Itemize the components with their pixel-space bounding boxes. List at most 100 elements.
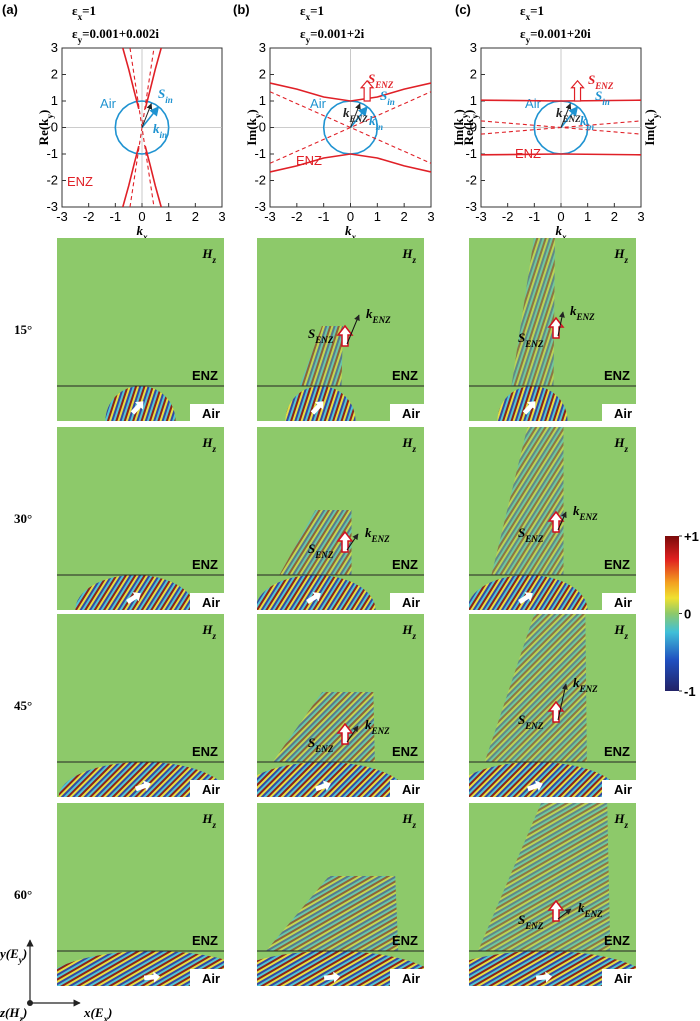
plot-annotation: kin [580, 113, 594, 132]
field-label-part: H [613, 246, 625, 261]
s-label-part: ENZ [524, 921, 544, 931]
eps-x: εx=1 [520, 3, 544, 22]
s-label-part: ENZ [314, 550, 334, 560]
y-tick-label: 3 [259, 40, 266, 55]
field-label: Hz [201, 622, 216, 641]
y-tick-label: 1 [259, 93, 266, 108]
y-axis-label-part: ) [451, 109, 466, 113]
incident-arrow [306, 592, 321, 605]
s-label-part: S [518, 525, 525, 540]
s-arrow [547, 899, 565, 922]
colorbar-label: +1 [684, 529, 699, 544]
plot-annotation-part: S [380, 88, 387, 103]
axis-y-label-part: y(E [0, 946, 19, 961]
y-tick-label: 2 [470, 67, 477, 82]
plot-annotation-part: in [387, 97, 395, 107]
s-label-part: S [518, 712, 525, 727]
s-label: SENZ [308, 735, 334, 754]
field-label-part: z [411, 255, 416, 265]
lower-medium: Air [202, 782, 220, 797]
series-label: ENZ [296, 153, 322, 168]
air-box [390, 780, 424, 797]
plot-annotation-part: k [369, 113, 376, 128]
field-label: Hz [201, 435, 216, 454]
x-axis-label-part: x [350, 232, 356, 242]
beam [272, 692, 375, 762]
k-arrow [350, 103, 361, 128]
field-label-part: H [401, 811, 413, 826]
y-axis-label-part: Re(k [461, 118, 476, 145]
incident-arrow [310, 401, 324, 415]
y-tick-label: -3 [254, 199, 266, 214]
k-arrow [557, 311, 565, 337]
plot-annotation: kENZ [343, 105, 368, 124]
y-axis-label-part: y [470, 114, 480, 119]
y-axis-label-part: Im(k [244, 117, 259, 145]
incident-arrow [130, 401, 144, 415]
x-tick-label: 1 [374, 209, 381, 224]
eps-y-part: ε [72, 26, 78, 41]
y-tick-label: -3 [46, 199, 58, 214]
y-axis-label-part: ) [461, 110, 476, 114]
plot-annotation: Sin [158, 86, 173, 105]
axis-z-label: z(Hz) [0, 1005, 27, 1021]
s-label-part: S [308, 541, 315, 556]
in-arrow [141, 106, 160, 128]
air-field [469, 951, 636, 986]
plot-annotation: kENZ [556, 105, 581, 124]
x-axis-label-part: k [345, 223, 352, 238]
plot-annotation-part: ENZ [349, 114, 369, 124]
k-label-part: ENZ [579, 684, 599, 694]
x-tick-label: 1 [165, 209, 172, 224]
field-label-part: z [211, 631, 216, 641]
air-box [190, 969, 224, 986]
s-enz-arrow [359, 79, 375, 102]
air-box [390, 404, 424, 421]
y-tick-label: -2 [46, 173, 58, 188]
x-tick-label: 3 [427, 209, 434, 224]
axis-origin [27, 1000, 33, 1006]
series-line [270, 82, 431, 173]
y-axis-label: Re(ky) [36, 110, 55, 146]
eps-y: εy=0.001+20i [520, 26, 591, 45]
y-tick-label: -1 [46, 146, 58, 161]
field-label-part: H [613, 622, 625, 637]
field-label-part: H [613, 435, 625, 450]
field-label: Hz [401, 622, 416, 641]
y-tick-label: -3 [465, 199, 477, 214]
upper-medium: ENZ [604, 368, 630, 383]
air-field [57, 951, 224, 986]
k-label: kENZ [570, 303, 595, 322]
air-field [75, 575, 196, 610]
axis-x-label-part: x(E [83, 1005, 104, 1020]
field-label: Hz [401, 811, 416, 830]
plot-annotation: Sin [380, 88, 395, 107]
field-label: Hz [613, 811, 628, 830]
s-label-part: S [518, 912, 525, 927]
panel-letter: (b) [233, 2, 250, 17]
plot-annotation-part: in [602, 97, 610, 107]
field-label-part: H [201, 622, 213, 637]
k-label: kENZ [366, 306, 391, 325]
axis-y-label-part: ) [22, 946, 27, 961]
air-field [469, 575, 588, 610]
field-panel: Hz ENZ Air [57, 427, 224, 610]
field-label: Hz [401, 435, 416, 454]
x-tick-label: -2 [83, 209, 95, 224]
s-label: SENZ [518, 912, 544, 931]
y-axis-label-part: y [460, 113, 470, 118]
in-arrow [560, 106, 579, 128]
air-box [190, 593, 224, 610]
eps-x-part: =1 [310, 3, 324, 18]
k-label-part: k [573, 675, 580, 690]
k-label-part: k [573, 503, 580, 518]
y-axis-label: Im(ky) [451, 109, 470, 145]
plot-annotation: kin [153, 121, 167, 140]
y-tick-label: -1 [254, 146, 266, 161]
axis-z-label-part: ) [22, 1005, 27, 1020]
y-axis-label-part: ) [244, 109, 259, 113]
s-label: SENZ [518, 525, 544, 544]
